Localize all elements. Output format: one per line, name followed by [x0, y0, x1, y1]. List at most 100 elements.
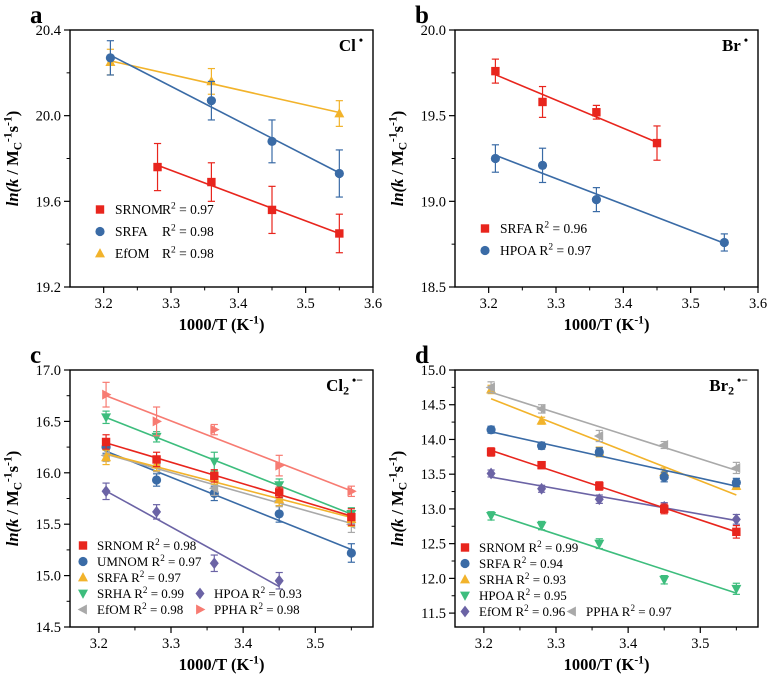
chart-cl-radical: 3.2 3.3 3.4 3.5 3.6 19.2 19.6 20.0 20.4 1000/T (K… — [2, 23, 382, 334]
svg-text:R2 = 0.97: R2 = 0.97 — [162, 202, 214, 217]
svg-text:13.5: 13.5 — [421, 467, 446, 483]
svg-text:Br2 •−: Br2 •− — [709, 373, 748, 398]
svg-text:HPOA R2 = 0.93: HPOA R2 = 0.93 — [214, 585, 302, 601]
svg-text:17.0: 17.0 — [36, 363, 61, 379]
svg-text:18.5: 18.5 — [421, 280, 446, 296]
series-PPHA — [102, 381, 357, 498]
panel-b: b 3.2 3.3 3.4 3.5 3.6 18.5 19.0 19.5 20.0 1000/T … — [385, 0, 769, 340]
svg-text:3.4: 3.4 — [614, 296, 633, 312]
svg-text:ln(k / MC-1s-1): ln(k / MC-1s-1) — [387, 111, 409, 206]
panel-a-letter: a — [30, 2, 43, 29]
panel-d: d 3.2 3.3 3.4 3.5 11.5 12.0 12.5 13.0 13.5 14.0 14… — [385, 340, 769, 680]
svg-text:16.5: 16.5 — [36, 414, 61, 430]
svg-text:SRHA R2 = 0.93: SRHA R2 = 0.93 — [479, 571, 566, 587]
svg-text:SRFA R2 = 0.96: SRFA R2 = 0.96 — [500, 221, 587, 236]
svg-text:3.3: 3.3 — [547, 636, 565, 652]
svg-text:EfOM: EfOM — [115, 246, 150, 261]
svg-text:ln(k / MC-1s-1): ln(k / MC-1s-1) — [2, 451, 24, 546]
chart-cl2-radical: 3.2 3.3 3.4 3.5 14.5 15.0 15.5 16.0 16.5 17.0 1000… — [2, 363, 374, 674]
svg-text:3.4: 3.4 — [229, 296, 248, 312]
svg-text:Br •: Br • — [722, 33, 748, 55]
svg-text:SRNOM R2 = 0.99: SRNOM R2 = 0.99 — [479, 539, 578, 555]
svg-text:HPOA R2 = 0.95: HPOA R2 = 0.95 — [479, 587, 567, 603]
axes: 3.2 3.3 3.4 3.5 11.5 12.0 12.5 13.0 13.5 14.0 14.5… — [421, 363, 759, 652]
series-SRFA — [491, 58, 662, 161]
svg-text:3.5: 3.5 — [691, 636, 709, 652]
svg-text:SRNOM R2 = 0.98: SRNOM R2 = 0.98 — [97, 537, 196, 553]
panel-d-letter: d — [415, 342, 429, 369]
series-SRNOM — [153, 142, 344, 254]
svg-text:13.0: 13.0 — [421, 502, 446, 518]
svg-text:1000/T (K-1): 1000/T (K-1) — [179, 654, 265, 674]
svg-text:20.0: 20.0 — [421, 23, 446, 39]
svg-text:SRNOM: SRNOM — [115, 202, 163, 217]
svg-text:3.5: 3.5 — [682, 296, 700, 312]
series-SRNOM — [486, 447, 741, 539]
svg-text:3.3: 3.3 — [162, 636, 180, 652]
svg-text:16.0: 16.0 — [36, 466, 61, 482]
axes: 3.2 3.3 3.4 3.5 3.6 19.2 19.6 20.0 20.4 — [36, 23, 382, 312]
svg-text:SRFA R2 = 0.97: SRFA R2 = 0.97 — [97, 569, 181, 585]
svg-text:SRFA R2 = 0.94: SRFA R2 = 0.94 — [479, 555, 563, 571]
panel-a: a 3.2 3.3 3.4 3.5 3.6 19.2 19.6 20.0 20.4 1000/T … — [0, 0, 385, 340]
svg-text:1000/T (K-1): 1000/T (K-1) — [564, 654, 650, 674]
svg-text:15.0: 15.0 — [36, 569, 61, 585]
svg-text:3.5: 3.5 — [306, 636, 324, 652]
svg-text:HPOA R2 = 0.97: HPOA R2 = 0.97 — [500, 243, 591, 258]
svg-text:ln(k / MC-1s-1): ln(k / MC-1s-1) — [387, 451, 409, 546]
svg-text:19.2: 19.2 — [36, 280, 61, 296]
svg-text:3.2: 3.2 — [90, 636, 108, 652]
svg-text:3.2: 3.2 — [475, 636, 493, 652]
series-SRHA — [101, 410, 357, 521]
panel-c-letter: c — [30, 342, 42, 369]
svg-text:EfOM R2 = 0.98: EfOM R2 = 0.98 — [97, 601, 183, 617]
svg-text:3.5: 3.5 — [297, 296, 315, 312]
svg-text:19.6: 19.6 — [36, 194, 61, 210]
series-SRNOM — [101, 434, 356, 526]
svg-text:15.5: 15.5 — [36, 517, 61, 533]
svg-text:UMNOM R2 = 0.97: UMNOM R2 = 0.97 — [97, 553, 202, 569]
svg-text:12.0: 12.0 — [421, 571, 446, 587]
series-EfOM — [486, 467, 741, 526]
chart-br-radical: 3.2 3.3 3.4 3.5 3.6 18.5 19.0 19.5 20.0 1000/T (K… — [387, 23, 767, 334]
svg-text:ln(k / MC-1s-1): ln(k / MC-1s-1) — [2, 111, 24, 206]
svg-text:11.5: 11.5 — [421, 606, 446, 622]
svg-text:Cl2 •−: Cl2 •− — [326, 373, 363, 398]
svg-text:19.0: 19.0 — [421, 194, 446, 210]
svg-text:12.5: 12.5 — [421, 537, 446, 553]
series-SRFA — [486, 425, 741, 488]
chart-br2-radical: 3.2 3.3 3.4 3.5 11.5 12.0 12.5 13.0 13.5 14.0 14.5… — [387, 363, 759, 674]
svg-text:20.0: 20.0 — [36, 109, 61, 125]
svg-text:14.5: 14.5 — [421, 398, 446, 414]
svg-text:14.0: 14.0 — [421, 432, 446, 448]
svg-text:3.2: 3.2 — [95, 296, 113, 312]
svg-text:14.5: 14.5 — [36, 620, 61, 636]
legend: SRFA R2 = 0.96 HPOA R2 = 0.97 — [480, 221, 591, 258]
svg-text:1000/T (K-1): 1000/T (K-1) — [564, 314, 650, 334]
axes: 3.2 3.3 3.4 3.5 3.6 18.5 19.0 19.5 20.0 — [421, 23, 767, 312]
series-HPOA — [101, 482, 284, 590]
panel-b-letter: b — [415, 2, 429, 29]
axes: 3.2 3.3 3.4 3.5 14.5 15.0 15.5 16.0 16.5 17.0 — [36, 363, 374, 652]
svg-text:20.4: 20.4 — [36, 23, 62, 39]
svg-text:EfOM R2 = 0.96: EfOM R2 = 0.96 — [479, 603, 566, 619]
svg-text:19.5: 19.5 — [421, 109, 446, 125]
svg-text:SRFA: SRFA — [115, 224, 148, 239]
svg-text:SRHA R2 = 0.99: SRHA R2 = 0.99 — [97, 585, 184, 601]
svg-text:3.4: 3.4 — [619, 636, 638, 652]
svg-text:Cl •: Cl • — [339, 33, 363, 55]
svg-text:PPHA R2 = 0.98: PPHA R2 = 0.98 — [214, 601, 300, 617]
svg-text:1000/T (K-1): 1000/T (K-1) — [179, 314, 265, 334]
svg-text:R2 = 0.98: R2 = 0.98 — [162, 246, 214, 261]
series-HPOA — [486, 511, 742, 595]
svg-text:R2 = 0.98: R2 = 0.98 — [162, 224, 214, 239]
series-PPHA — [485, 381, 741, 475]
series-HPOA — [490, 144, 729, 252]
svg-text:PPHA R2 = 0.97: PPHA R2 = 0.97 — [586, 603, 672, 619]
series-SRFA — [105, 40, 344, 198]
svg-text:3.2: 3.2 — [480, 296, 498, 312]
